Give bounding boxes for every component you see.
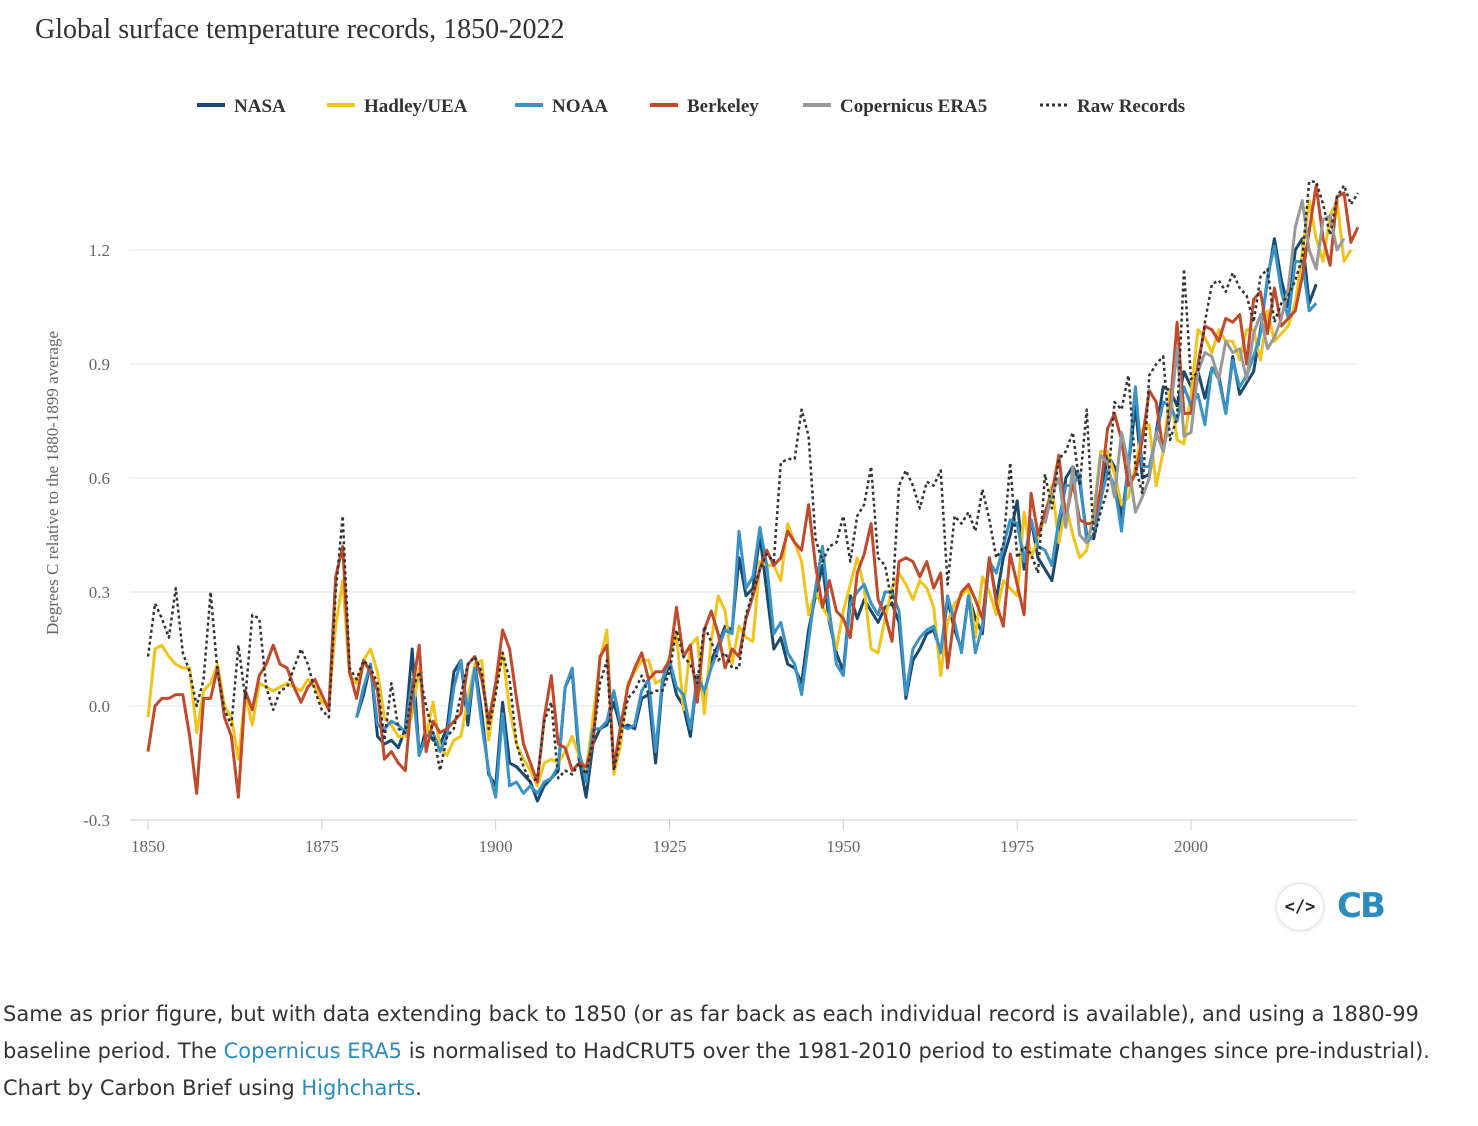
series-line-copernicus-era5 [1043,199,1346,545]
y-axis-title: Degrees C relative to the 1880-1899 aver… [43,331,62,635]
chart-svg: NASA Hadley/UEA NOAA Berkeley Copernicus ERA… [43,96,1360,856]
x-tick-label: 1925 [653,837,687,856]
caption-text-3: . [415,1076,422,1100]
y-tick-label: 0.9 [89,355,110,374]
embed-code-button[interactable]: </> [1277,884,1323,930]
series-line-raw-records [146,180,1359,784]
series-line-nasa [355,237,1318,803]
plot-lines [146,180,1360,803]
caption-text-2: is normalised to HadCRUT5 over the 1981-… [3,1039,1430,1100]
chart-title: Global surface temperature records, 1850… [35,14,565,45]
caption: Same as prior figure, but with data exte… [3,996,1471,1107]
y-tick-label: -0.3 [83,811,110,830]
x-tick-label: 1900 [479,837,513,856]
series-line-berkeley [146,183,1360,799]
copernicus-era5-link[interactable]: Copernicus ERA5 [223,1039,403,1063]
y-tick-label: 0.6 [89,469,110,488]
x-tick-label: 2000 [1174,837,1208,856]
x-tick-label: 1875 [305,837,339,856]
carbon-brief-logo: CB [1337,886,1386,926]
caption-text-1: Same as prior figure, but with data exte… [3,1002,1419,1063]
y-axis-ticks: -0.3 0.0 0.3 0.6 0.9 1.2 [83,241,110,830]
y-tick-label: 0.0 [89,697,110,716]
legend-item-copernicus-era5[interactable]: Copernicus ERA5 [840,96,987,117]
legend-item-hadley-uea[interactable]: Hadley/UEA [364,96,468,117]
y-tick-label: 0.3 [89,583,110,602]
x-tick-label: 1975 [1000,837,1034,856]
x-tick-label: 1950 [826,837,860,856]
legend-item-nasa[interactable]: NASA [234,96,286,117]
gridlines [130,249,1357,821]
legend-item-raw-records[interactable]: Raw Records [1077,96,1185,117]
legend-item-berkeley[interactable]: Berkeley [687,96,759,117]
x-tick-label: 1850 [131,837,165,856]
legend: NASA Hadley/UEA NOAA Berkeley Copernicus ERA… [197,96,1185,117]
legend-item-noaa[interactable]: NOAA [552,96,608,117]
code-embed-icon: </> [1284,897,1316,917]
x-axis-ticks: 1850 1875 1900 1925 1950 1975 2000 [131,820,1208,856]
y-tick-label: 1.2 [89,241,110,260]
highcharts-link[interactable]: Highcharts [301,1076,416,1100]
